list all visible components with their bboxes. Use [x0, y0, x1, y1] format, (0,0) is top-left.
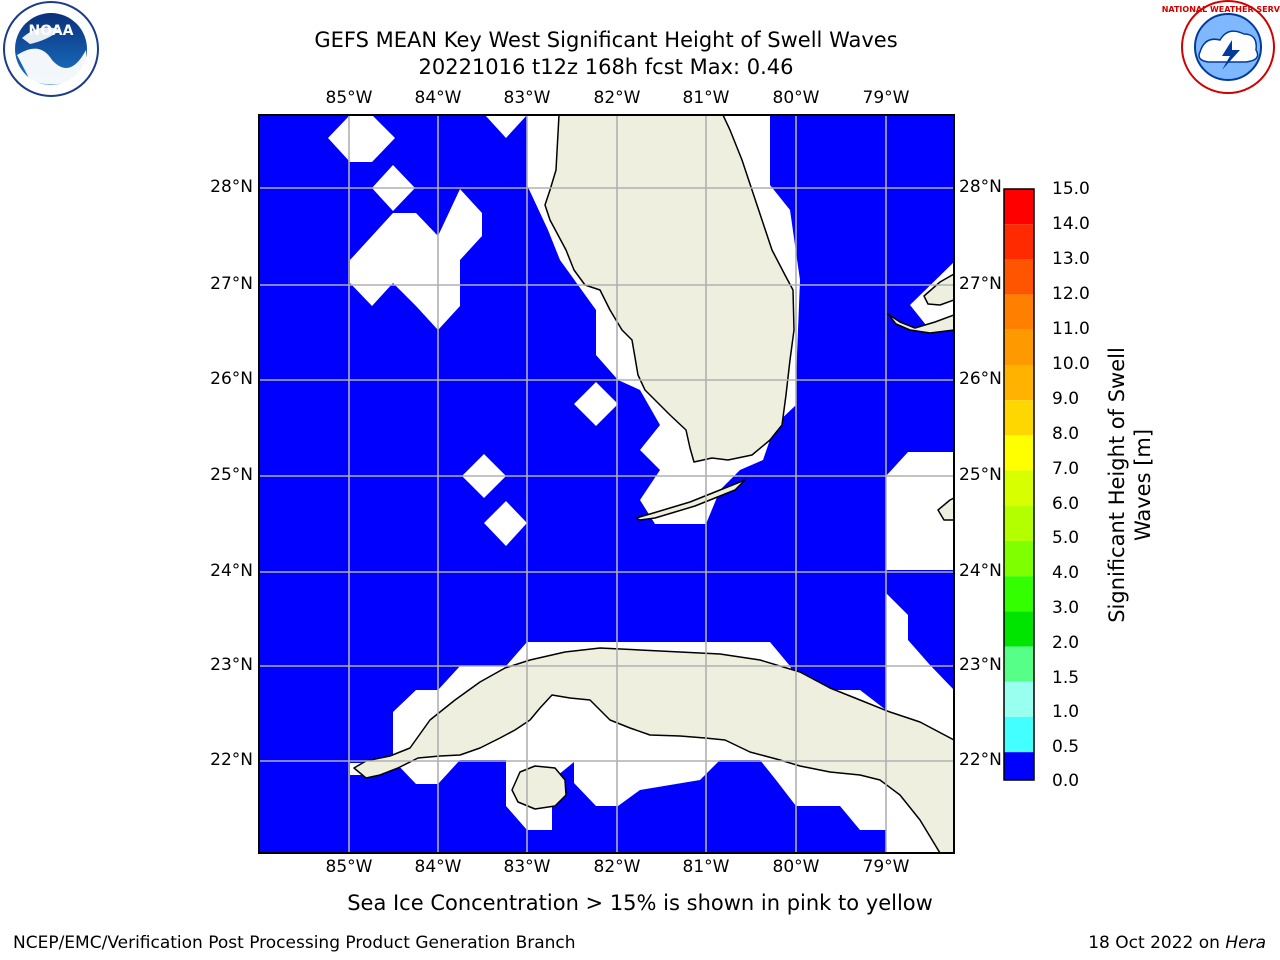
- credit-text: NCEP/EMC/Verification Post Processing Pr…: [13, 933, 576, 953]
- lat-label-left: 23°N: [210, 655, 253, 675]
- colorbar-tick: 0.0: [1052, 771, 1080, 791]
- machine-name: Hera: [1225, 933, 1266, 953]
- lon-label-top: 79°W: [862, 88, 910, 108]
- colorbar-tick: 9.0: [1052, 389, 1080, 409]
- colorbar-tick: 2.0: [1052, 633, 1080, 653]
- on-text: on: [1198, 933, 1220, 953]
- colorbar-tick: 1.0: [1052, 702, 1080, 722]
- lat-label-left: 28°N: [210, 177, 253, 197]
- lon-label-bottom: 84°W: [414, 857, 462, 877]
- chart-title: GEFS MEAN Key West Significant Height of…: [314, 28, 898, 52]
- lon-label-bottom: 82°W: [593, 857, 641, 877]
- lon-label-top: 84°W: [414, 88, 462, 108]
- colorbar-tick: 1.5: [1052, 668, 1080, 688]
- date-text: 18 Oct 2022: [1088, 933, 1194, 953]
- lat-label-left: 26°N: [210, 369, 253, 389]
- isla-de-la-juventud: [511, 765, 567, 810]
- lon-label-top: 81°W: [682, 88, 730, 108]
- map-frame: [258, 114, 955, 854]
- lat-label-left: 25°N: [210, 465, 253, 485]
- lat-label-right: 26°N: [959, 369, 1002, 389]
- colorbar-tick: 10.0: [1052, 354, 1090, 374]
- colorbar-tick: 14.0: [1052, 214, 1090, 234]
- colorbar-label-text: Significant Height of Swell Waves [m]: [1105, 347, 1155, 623]
- lat-label-right: 22°N: [959, 750, 1002, 770]
- nws-logo-text: NATIONAL WEATHER SERVICE: [1162, 5, 1280, 14]
- lat-label-right: 24°N: [959, 561, 1002, 581]
- lon-label-bottom: 80°W: [772, 857, 820, 877]
- colorbar-tick: 3.0: [1052, 598, 1080, 618]
- colorbar-tick: 7.0: [1052, 459, 1080, 479]
- florida-keys: [635, 479, 746, 521]
- colorbar-tick: 13.0: [1052, 249, 1090, 269]
- bahamas-abaco: [923, 273, 954, 306]
- lat-label-right: 28°N: [959, 177, 1002, 197]
- lon-label-top: 83°W: [503, 88, 551, 108]
- lon-label-top: 85°W: [325, 88, 373, 108]
- lon-label-bottom: 79°W: [862, 857, 910, 877]
- graticule: [259, 115, 954, 853]
- lon-label-bottom: 81°W: [682, 857, 730, 877]
- lat-label-left: 22°N: [210, 750, 253, 770]
- sea-ice-note: Sea Ice Concentration > 15% is shown in …: [347, 891, 933, 915]
- bahamas-grand-bahama: [887, 313, 954, 334]
- colorbar-tick: 11.0: [1052, 319, 1090, 339]
- colorbar: [1003, 188, 1035, 781]
- cuba: [353, 647, 954, 853]
- lon-label-bottom: 85°W: [325, 857, 373, 877]
- colorbar-tick: 0.5: [1052, 737, 1080, 757]
- noaa-logo-text: NOAA: [29, 23, 74, 39]
- chart-subtitle: 20221016 t12z 168h fcst Max: 0.46: [418, 55, 794, 79]
- lat-label-left: 27°N: [210, 274, 253, 294]
- lat-label-left: 24°N: [210, 561, 253, 581]
- date-stamp: 18 Oct 2022 on Hera: [1088, 933, 1266, 953]
- colorbar-tick: 15.0: [1052, 179, 1090, 199]
- lon-label-top: 80°W: [772, 88, 820, 108]
- land: [353, 115, 954, 853]
- lon-label-top: 82°W: [593, 88, 641, 108]
- lat-label-right: 23°N: [959, 655, 1002, 675]
- colorbar-tick: 4.0: [1052, 563, 1080, 583]
- lat-label-right: 25°N: [959, 465, 1002, 485]
- colorbar-tick: 5.0: [1052, 528, 1080, 548]
- colorbar-tick: 6.0: [1052, 494, 1080, 514]
- lat-label-right: 27°N: [959, 274, 1002, 294]
- noaa-logo: NOAA: [3, 1, 99, 97]
- florida-peninsula: [544, 115, 795, 463]
- map-plot: [259, 115, 954, 853]
- colorbar-tick: 8.0: [1052, 424, 1080, 444]
- andros: [937, 497, 954, 521]
- colorbar-tick: 12.0: [1052, 284, 1090, 304]
- lon-label-bottom: 83°W: [503, 857, 551, 877]
- nws-logo: NATIONAL WEATHER SERVICE: [1162, 0, 1280, 94]
